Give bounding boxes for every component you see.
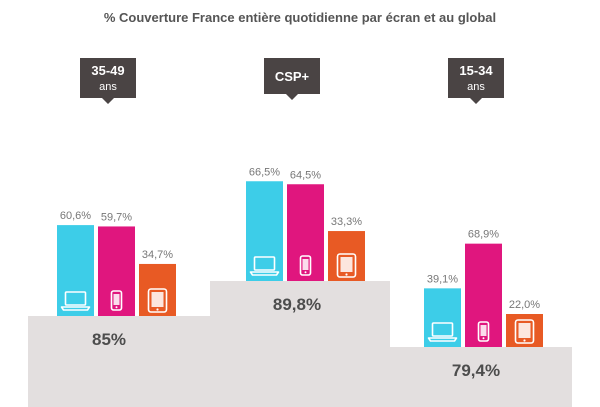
bar-1-tablet <box>328 231 365 281</box>
group-callout-1: CSP+ <box>264 58 320 100</box>
callout-title-1: CSP+ <box>275 69 310 84</box>
group-callout-0: 35-49 ans <box>80 58 136 104</box>
bar-label-0-smartphone: 59,7% <box>101 211 132 223</box>
callout-subtitle-2: ans <box>467 81 485 93</box>
bar-label-2-tablet: 22,0% <box>509 299 540 311</box>
laptop-icon <box>60 291 91 311</box>
group-0: 85% 60,6% 59,7% 34,7% 35-49 ans <box>28 58 210 407</box>
bar-label-0-tablet: 34,7% <box>142 249 173 261</box>
chart-title: % Couverture France entière quotidienne … <box>104 10 496 25</box>
bar-label-0-computer: 60,6% <box>60 210 91 222</box>
group-1: 89,8% 66,5% 64,5% 33,3% CSP+ <box>210 58 390 407</box>
bar-label-1-tablet: 33,3% <box>331 216 362 228</box>
bar-0-computer <box>57 225 94 316</box>
bar-label-2-computer: 39,1% <box>427 273 458 285</box>
bar-label-1-computer: 66,5% <box>249 166 280 178</box>
group-callout-2: 15-34 ans <box>448 58 504 104</box>
callout-title-0: 35-49 <box>91 63 124 78</box>
platform-0 <box>28 316 210 407</box>
total-label-0: 85% <box>92 330 126 349</box>
bar-label-1-smartphone: 64,5% <box>290 169 321 181</box>
total-label-2: 79,4% <box>452 361 500 380</box>
platform-1 <box>210 281 390 407</box>
tablet-icon <box>336 253 357 278</box>
smartphone-icon <box>299 255 312 276</box>
bar-label-2-smartphone: 68,9% <box>468 229 499 241</box>
bar-1-computer <box>246 181 283 281</box>
bar-0-tablet <box>139 263 176 316</box>
total-label-1: 89,8% <box>273 295 321 314</box>
tablet-icon <box>147 288 168 313</box>
tablet-icon <box>514 319 535 344</box>
callout-title-2: 15-34 <box>459 63 493 78</box>
laptop-icon <box>427 322 458 342</box>
smartphone-icon <box>477 321 490 342</box>
platform-2 <box>390 347 572 407</box>
group-2: 79,4% 39,1% 68,9% 22,0% 15-34 ans <box>390 58 572 407</box>
callout-subtitle-0: ans <box>99 81 117 93</box>
smartphone-icon <box>110 290 123 311</box>
laptop-icon <box>249 256 280 276</box>
